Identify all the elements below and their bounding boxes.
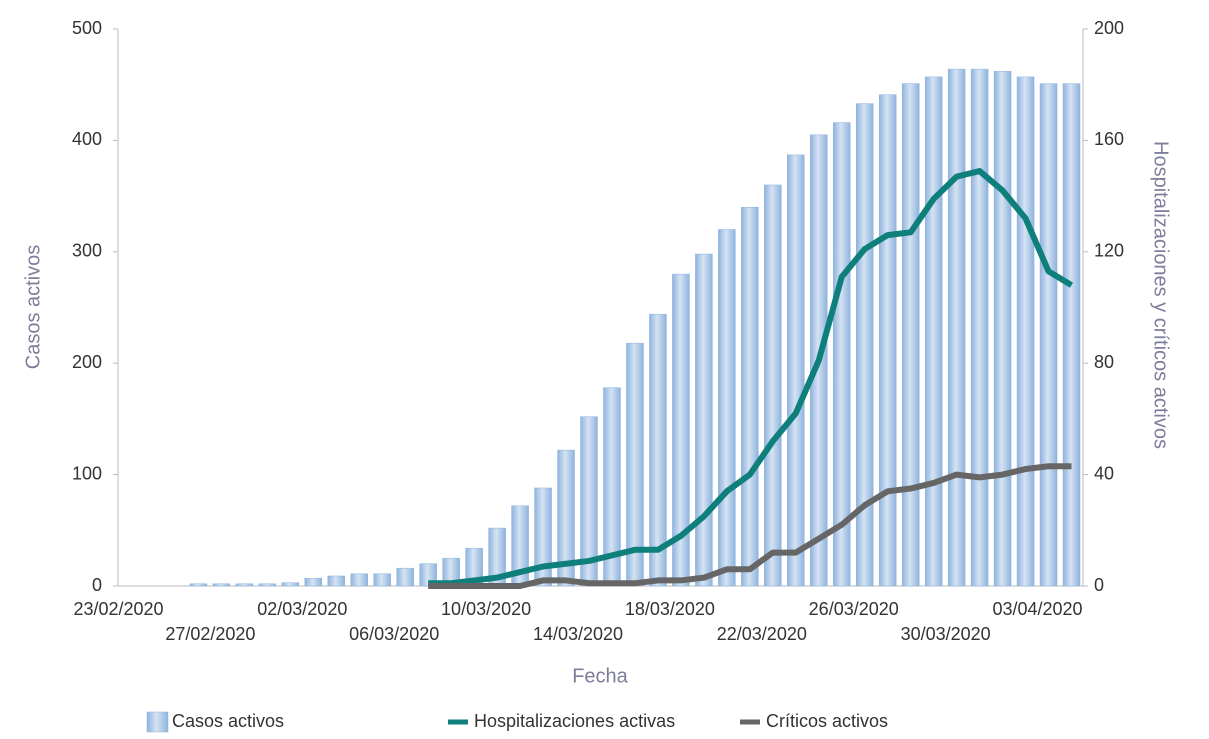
legend-label: Hospitalizaciones activas [474,711,675,731]
bar [764,184,782,587]
bar [878,94,897,587]
line [428,168,1074,587]
x-axis-title: Fecha [572,665,628,687]
x-tick-label: 10/03/2020 [441,599,531,619]
y-tick-label: 100 [72,463,102,483]
y2-axis-title: Hospitalizaciones y críticos activos [1150,141,1172,449]
y2-tick-label: 200 [1094,18,1124,38]
bar [327,575,346,587]
bar [396,567,414,587]
x-tick-label: 02/03/2020 [257,599,347,619]
bar [304,577,323,587]
bar [718,229,736,587]
bar [1062,83,1081,587]
x-tick-label: 30/03/2020 [901,624,991,644]
y2-tick-label: 40 [1094,463,1114,483]
bar [947,68,966,587]
y2-tick-label: 160 [1094,129,1124,149]
bar [281,582,300,587]
bar [993,71,1012,587]
x-tick-label: 23/02/2020 [73,599,163,619]
bar [833,122,851,587]
bar [1016,76,1035,587]
x-tick-label: 18/03/2020 [625,599,715,619]
bar [924,76,943,587]
line [428,463,1072,589]
y-tick-label: 300 [72,241,102,261]
bar [557,449,575,587]
bar [189,583,208,587]
y2-tick-label: 80 [1094,352,1114,372]
bar [741,206,759,587]
bar [235,583,254,587]
y2-tick-label: 120 [1094,241,1124,261]
x-tick-label: 27/02/2020 [165,624,255,644]
bar [649,313,667,587]
x-tick-label: 03/04/2020 [992,599,1082,619]
y-tick-label: 500 [72,18,102,38]
bar [258,583,277,587]
x-tick-label: 26/03/2020 [809,599,899,619]
legend-swatch [146,711,169,733]
y-axis-title: Casos activos [22,245,44,370]
bar [787,154,805,587]
bar [970,68,989,587]
x-tick-label: 14/03/2020 [533,624,623,644]
y-tick-label: 0 [92,575,102,595]
bar [855,103,874,587]
bar [672,273,690,587]
bar [901,83,920,587]
y2-tick-label: 0 [1094,575,1104,595]
x-tick-label: 22/03/2020 [717,624,807,644]
bar [350,573,368,587]
legend-label: Casos activos [172,711,284,731]
legend-label: Críticos activos [766,711,888,731]
y-tick-label: 200 [72,352,102,372]
bar [373,573,391,587]
bar [534,487,552,587]
y-tick-label: 400 [72,129,102,149]
x-tick-label: 06/03/2020 [349,624,439,644]
bar [695,253,713,587]
bar [1039,83,1058,587]
bar [212,583,231,587]
